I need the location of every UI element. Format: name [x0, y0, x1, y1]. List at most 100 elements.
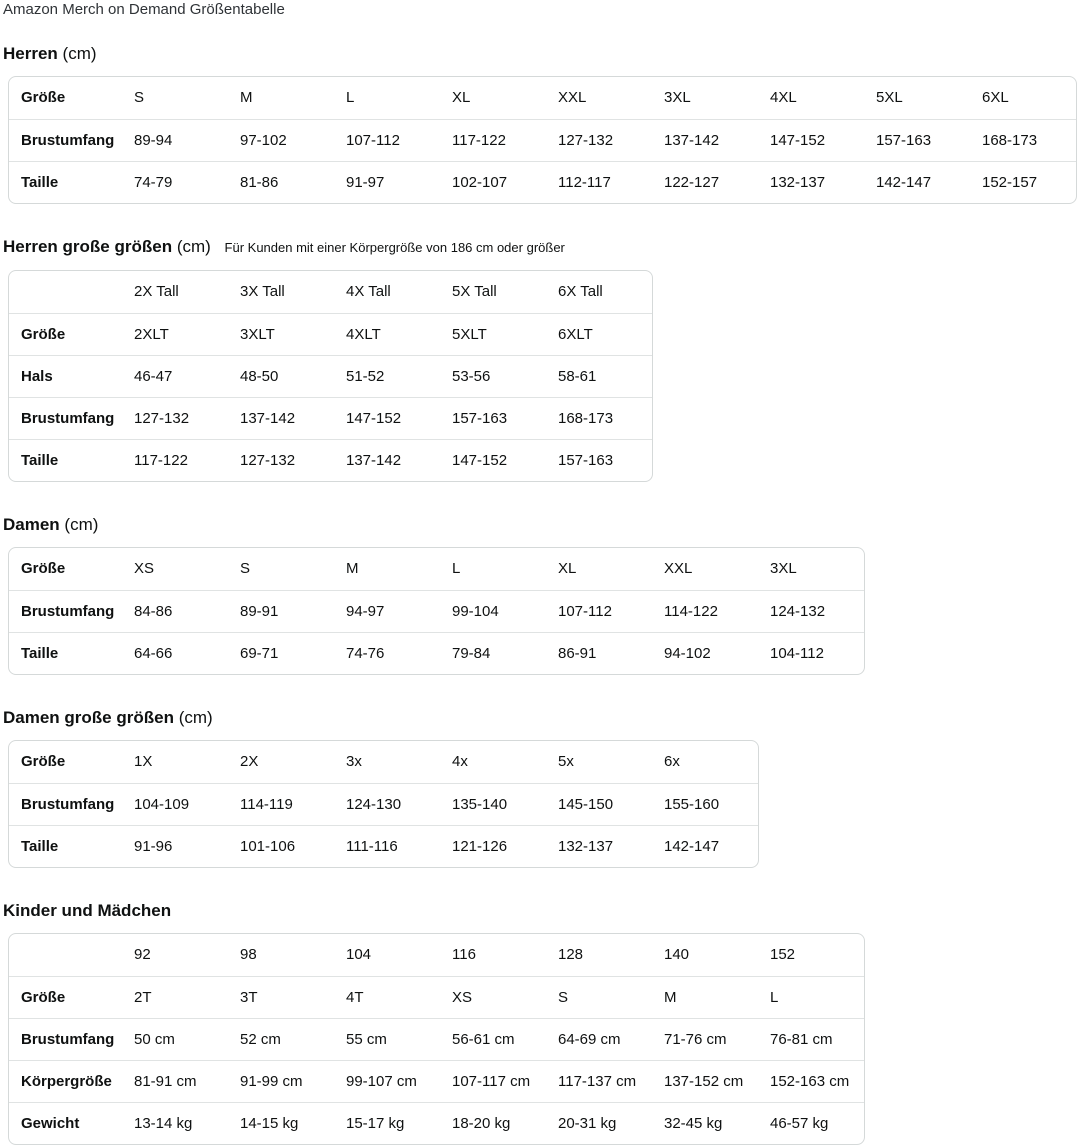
cell: 5X Tall	[452, 283, 497, 301]
cell: 124-130	[334, 782, 440, 825]
cell: 55 cm	[334, 1017, 440, 1060]
row-label: Größe	[9, 975, 122, 1018]
cell: XXL	[558, 89, 587, 107]
cell: 79-84	[440, 631, 546, 674]
row-label: Größe	[21, 753, 66, 771]
cell: 4XL	[770, 89, 797, 107]
cell: 46-57 kg	[758, 1101, 864, 1144]
table-row: Größe S M L XL XXL 3XL 4XL 5XL 6XL	[9, 77, 1076, 119]
table-row: Hals 46-47 48-50 51-52 53-56 58-61	[9, 354, 652, 397]
cell: 46-47	[122, 354, 228, 397]
cell: 64-66	[122, 631, 228, 674]
cell: 114-122	[652, 589, 758, 632]
cell: 97-102	[228, 118, 334, 161]
cell: 91-99 cm	[228, 1059, 334, 1102]
section-herren-grosse-groessen: Herren große größen (cm) Für Kunden mit …	[3, 236, 1076, 482]
cell: S	[546, 975, 652, 1018]
table-row: Gewicht 13-14 kg 14-15 kg 15-17 kg 18-20 kg 2…	[9, 1101, 864, 1144]
table-row: Taille 91-96 101-106 111-116 121-126 132-137 1…	[9, 824, 758, 867]
cell: 2X	[240, 753, 259, 771]
section-unit: (cm)	[62, 44, 97, 63]
cell: 2X Tall	[134, 283, 179, 301]
cell: 127-132	[122, 396, 228, 439]
cell: 147-152	[334, 396, 440, 439]
section-damen: Damen (cm) Größe XS S M L XL XXL 3XL Brustumfang…	[3, 514, 1076, 675]
cell: 99-107 cm	[334, 1059, 440, 1102]
cell: 94-102	[652, 631, 758, 674]
cell: 3X Tall	[240, 283, 285, 301]
cell: 152-157	[970, 160, 1076, 203]
table-row: Größe 2XLT 3XLT 4XLT 5XLT 6XLT	[9, 312, 652, 355]
cell: 64-69 cm	[546, 1017, 652, 1060]
section-damen-grosse-groessen: Damen große größen (cm) Größe 1X 2X 3x 4x 5x 6…	[3, 707, 1076, 868]
cell: 157-163	[440, 396, 546, 439]
cell: 69-71	[228, 631, 334, 674]
cell: 135-140	[440, 782, 546, 825]
section-title: Herren große größen	[3, 237, 173, 256]
section-title: Damen große größen	[3, 708, 174, 727]
table-row: Brustumfang 89-94 97-102 107-112 117-122 127-…	[9, 118, 1076, 161]
section-title: Herren	[3, 44, 58, 63]
table-row: 92 98 104 116 128 140 152	[9, 934, 864, 976]
cell: S	[134, 89, 145, 107]
cell: 74-79	[122, 160, 228, 203]
cell: 5XL	[876, 89, 903, 107]
size-table-kinder-und-maedchen: 92 98 104 116 128 140 152 Größe 2T 3T 4T XS S M L Brust…	[8, 933, 865, 1145]
cell: L	[758, 975, 864, 1018]
cell: 147-152	[758, 118, 864, 161]
cell: 3XL	[664, 89, 691, 107]
cell: 104-109	[122, 782, 228, 825]
cell: 92	[134, 946, 151, 964]
cell: 98	[240, 946, 257, 964]
cell: 137-142	[652, 118, 758, 161]
cell: 127-132	[228, 438, 334, 481]
size-table: Größe S M L XL XXL 3XL 4XL 5XL 6XL Brustumfang 89-9…	[9, 77, 1076, 203]
cell: 102-107	[440, 160, 546, 203]
table-row: Brustumfang 127-132 137-142 147-152 157-163 1…	[9, 396, 652, 439]
section-kinder-und-maedchen: Kinder und Mädchen 92 98 104 116 128 140 152 Gr…	[3, 900, 1076, 1145]
table-row: Größe 2T 3T 4T XS S M L	[9, 975, 864, 1018]
row-label: Taille	[9, 824, 122, 867]
cell: 52 cm	[228, 1017, 334, 1060]
cell: 117-122	[440, 118, 546, 161]
row-label: Brustumfang	[9, 396, 122, 439]
section-unit: (cm)	[64, 515, 99, 534]
cell: 3T	[228, 975, 334, 1018]
row-label: Größe	[9, 312, 122, 355]
row-label	[9, 934, 122, 976]
cell: 107-112	[546, 589, 652, 632]
section-title: Damen	[3, 515, 60, 534]
size-table-damen: Größe XS S M L XL XXL 3XL Brustumfang 84-86 89-91 9…	[8, 547, 865, 675]
cell: 86-91	[546, 631, 652, 674]
cell: 58-61	[546, 354, 652, 397]
cell: 50 cm	[122, 1017, 228, 1060]
cell: M	[652, 975, 758, 1018]
row-label: Taille	[9, 160, 122, 203]
size-table-damen-grosse-groessen: Größe 1X 2X 3x 4x 5x 6x Brustumfang 104-109 114-1…	[8, 740, 759, 868]
size-table-herren: Größe S M L XL XXL 3XL 4XL 5XL 6XL Brustumfang 89-9…	[8, 76, 1077, 204]
cell: 124-132	[758, 589, 864, 632]
size-table: 2X Tall 3X Tall 4X Tall 5X Tall 6X Tall Größe…	[9, 271, 652, 481]
row-label: Gewicht	[9, 1101, 122, 1144]
table-row: Brustumfang 104-109 114-119 124-130 135-140 1…	[9, 782, 758, 825]
cell: 81-91 cm	[122, 1059, 228, 1102]
table-row: Größe XS S M L XL XXL 3XL	[9, 548, 864, 590]
cell: 94-97	[334, 589, 440, 632]
cell: 155-160	[652, 782, 758, 825]
cell: 114-119	[228, 782, 334, 825]
cell: 13-14 kg	[122, 1101, 228, 1144]
cell: XL	[452, 89, 471, 107]
table-row: Brustumfang 84-86 89-91 94-97 99-104 107-112 1…	[9, 589, 864, 632]
cell: 2T	[122, 975, 228, 1018]
cell: 4XLT	[334, 312, 440, 355]
cell: 14-15 kg	[228, 1101, 334, 1144]
cell: 48-50	[228, 354, 334, 397]
section-title: Kinder und Mädchen	[3, 901, 172, 920]
cell: 111-116	[334, 824, 440, 867]
cell: 5XLT	[440, 312, 546, 355]
cell: 142-147	[864, 160, 970, 203]
cell: 137-152 cm	[652, 1059, 758, 1102]
table-row: Taille 74-79 81-86 91-97 102-107 112-117 122-1…	[9, 160, 1076, 203]
cell: 137-142	[334, 438, 440, 481]
